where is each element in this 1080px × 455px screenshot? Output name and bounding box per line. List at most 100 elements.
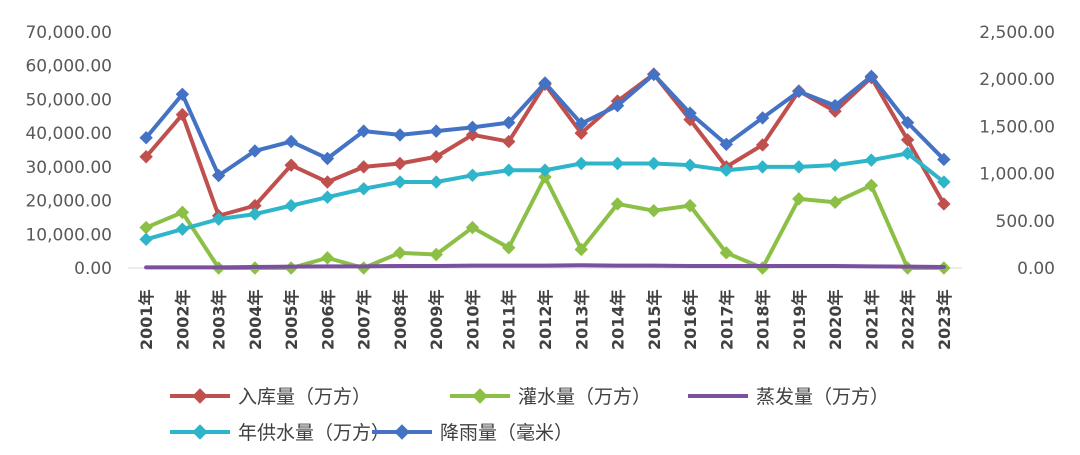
data-point [937,152,951,167]
right-axis-tick-label: 2,500.00 [979,23,1055,43]
data-point [683,158,697,172]
x-axis-tick-label: 2004年 [246,289,265,350]
data-point [175,222,190,236]
data-point [574,156,588,171]
x-axis-tick-label: 2014年 [609,289,628,350]
data-point [937,175,951,189]
right-axis-tick-label: 0.00 [1017,259,1055,279]
legend-item: 年供水量（万方） [170,422,390,444]
series-4 [139,146,951,247]
right-axis-tick-label: 1,500.00 [979,117,1055,137]
data-point [465,128,480,142]
x-axis-tick-label: 2022年 [899,289,918,350]
data-point [284,198,298,213]
data-point [211,212,226,226]
data-point [755,160,770,174]
data-point [828,158,842,172]
data-point [465,168,480,182]
data-point [719,246,734,260]
x-axis-tick-label: 2012年 [536,289,555,350]
x-axis-tick-label: 2003年 [210,289,229,350]
x-axis-tick-label: 2002年 [173,289,192,350]
data-point [828,98,842,113]
x-axis-tick-label: 2021年 [862,289,881,350]
left-axis-tick-label: 0.00 [74,259,112,279]
data-point [211,168,226,183]
right-axis-tick-label: 2,000.00 [979,70,1055,90]
legend-swatch-marker [192,388,208,404]
data-point [610,197,625,211]
data-point [719,163,734,177]
data-point [502,241,516,255]
x-axis-tick-label: 2009年 [427,289,446,350]
data-point [175,87,190,102]
legend-label: 灌水量（万方） [518,386,651,408]
legend-label: 蒸发量（万方） [756,386,889,408]
data-point [465,120,480,135]
legend-label: 降雨量（毫米） [440,422,573,444]
data-point [320,251,335,265]
x-axis-tick-label: 2007年 [355,289,374,350]
data-point [502,115,516,130]
data-point [937,197,951,211]
data-point [429,247,443,262]
legend-label: 入库量（万方） [238,386,371,408]
data-point [320,151,335,166]
series-3 [144,263,946,270]
data-point [538,76,552,90]
legend-swatch-marker [192,424,208,440]
data-point [393,128,407,142]
data-point [284,158,298,172]
data-point [429,175,443,189]
data-point [647,203,661,218]
data-point [792,160,806,174]
legend-item: 入库量（万方） [170,386,371,408]
data-point [864,178,879,193]
left-axis-tick-label: 70,000.00 [25,23,112,43]
data-point [900,115,915,130]
data-point [429,124,443,138]
data-point [393,156,407,171]
data-point [175,205,190,220]
data-point [139,220,153,235]
data-point [792,192,806,206]
x-axis-tick-label: 2013年 [572,289,591,350]
series-1 [139,67,951,223]
data-point [574,242,588,257]
left-axis-tick-label: 10,000.00 [25,225,112,245]
legend-item: 降雨量（毫米） [372,422,573,444]
right-axis-tick-label: 500.00 [996,212,1055,232]
data-point [465,220,480,235]
data-point [248,144,262,158]
x-axis-tick-label: 2015年 [645,289,664,350]
x-axis-tick-label: 2017年 [717,289,736,350]
left-axis-tick-label: 20,000.00 [25,192,112,212]
legend-swatch-marker [472,388,488,404]
data-point [139,150,153,164]
legend-swatch-marker [394,424,410,440]
left-axis-tick-label: 60,000.00 [25,57,112,77]
data-point [393,246,407,260]
data-point [755,111,770,125]
legend-label: 年供水量（万方） [238,422,390,444]
data-point [393,175,407,189]
x-axis-tick-label: 2010年 [463,289,482,350]
data-point [139,232,153,247]
data-point [574,116,588,131]
series-2 [139,170,951,275]
x-axis-tick-label: 2001年 [137,289,156,350]
legend: 入库量（万方） 灌水量（万方） 蒸发量（万方） 年供水量（万方） 降雨量（毫米） [170,386,889,444]
data-point [610,98,625,113]
axes: 0.00 10,000.00 20,000.00 30,000.00 40,000.00… [25,23,1055,350]
data-point [320,190,335,204]
data-point [719,137,734,152]
data-point [502,163,516,177]
x-axis-tick-label: 2006年 [318,289,337,350]
x-axis-tick-label: 2019年 [790,289,809,350]
x-axis-tick-label: 2016年 [681,289,700,350]
right-axis-tick-label: 1,000.00 [979,165,1055,185]
series-5 [139,67,951,183]
left-axis-tick-label: 40,000.00 [25,124,112,144]
data-point [900,146,915,161]
